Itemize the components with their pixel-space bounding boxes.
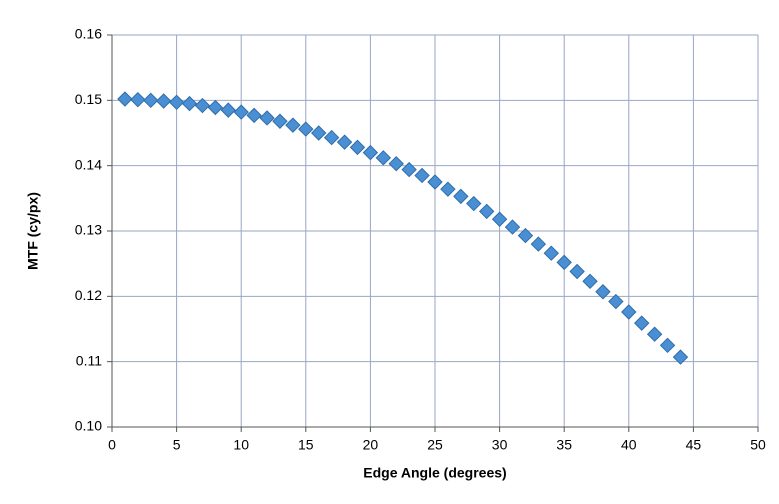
x-tick-label: 50 [750,437,766,453]
x-tick-label: 25 [427,437,443,453]
x-tick-label: 15 [298,437,314,453]
x-tick-label: 40 [621,437,637,453]
y-tick-label: 0.11 [76,352,102,368]
y-tick-label: 0.13 [75,222,102,238]
x-tick-label: 0 [108,437,116,453]
y-tick-label: 0.14 [75,156,102,172]
x-tick-label: 35 [556,437,572,453]
y-tick-label: 0.12 [75,287,102,303]
x-tick-label: 45 [686,437,702,453]
y-tick-label: 0.16 [75,26,102,42]
x-tick-label: 30 [492,437,508,453]
x-axis-title: Edge Angle (degrees) [363,465,506,481]
x-tick-label: 20 [363,437,379,453]
x-tick-label: 5 [173,437,181,453]
chart: Edge Angle (degrees) MTF (cy/px) 0.10 0.1… [0,0,779,504]
y-tick-label: 0.10 [75,418,102,434]
y-tick-label: 0.15 [75,91,102,107]
y-axis-title: MTF (cy/px) [25,192,41,270]
background [0,0,779,504]
x-tick-label: 10 [233,437,249,453]
